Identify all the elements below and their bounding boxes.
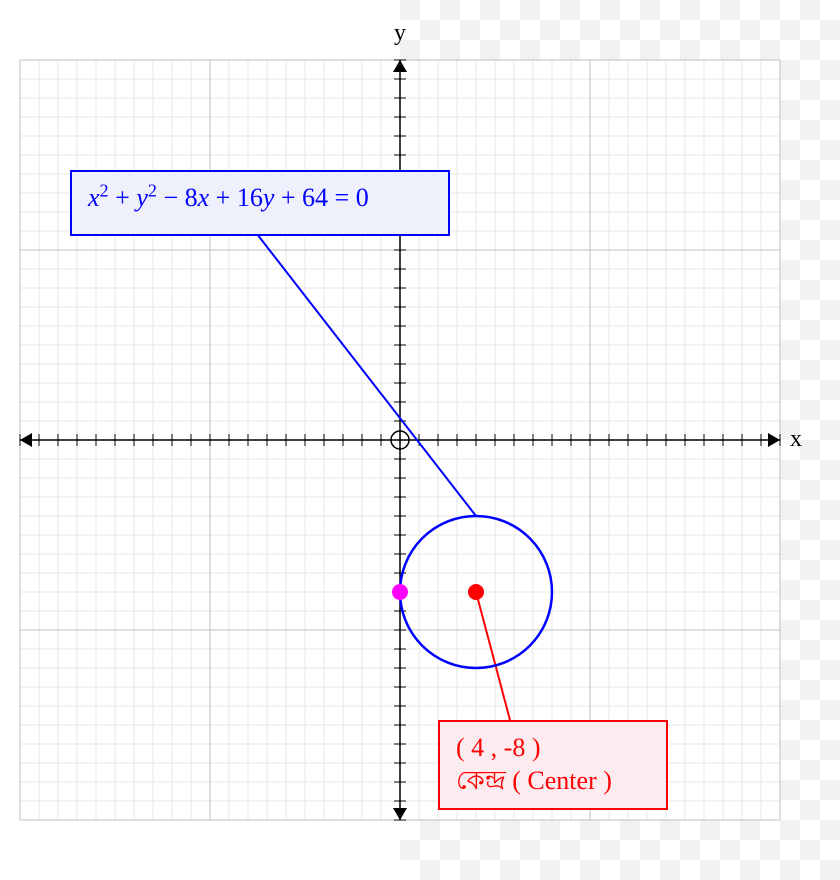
y-axis-label: y	[394, 20, 406, 47]
center-point	[468, 584, 484, 600]
equation-text: x2 + y2 − 8x + 16y + 64 = 0	[88, 183, 369, 212]
center-callout: ( 4 , -8 ) কেন্দ্র ( Center )	[438, 720, 668, 810]
center-label: কেন্দ্র ( Center )	[456, 765, 650, 798]
tangent-point	[392, 584, 408, 600]
center-coords: ( 4 , -8 )	[456, 732, 650, 765]
x-axis-label: x	[790, 426, 802, 453]
equation-callout: x2 + y2 − 8x + 16y + 64 = 0	[70, 170, 450, 236]
